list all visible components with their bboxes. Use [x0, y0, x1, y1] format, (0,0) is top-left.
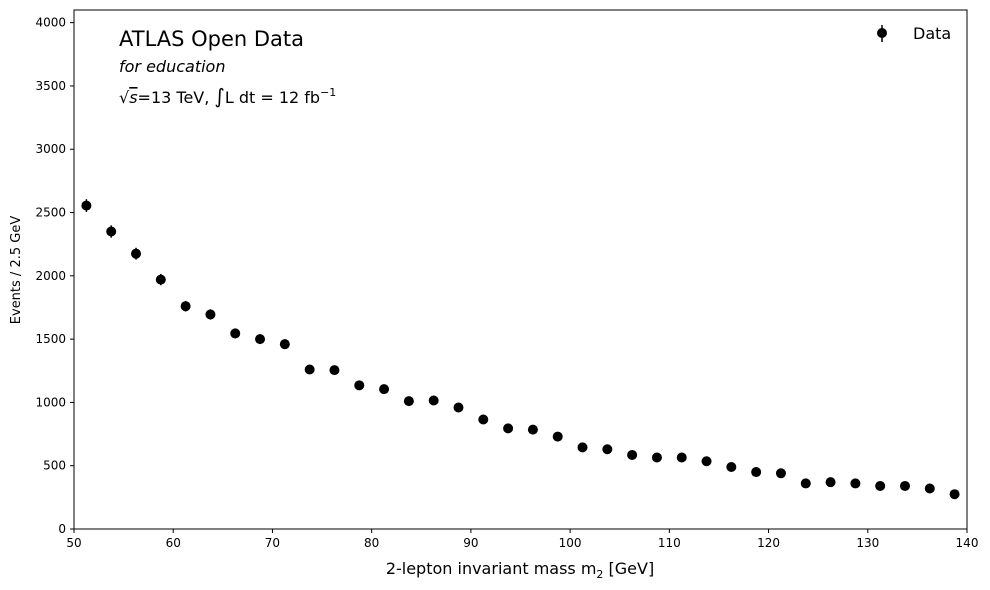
data-point — [131, 248, 142, 259]
x-tick-label: 50 — [66, 536, 81, 550]
data-point — [180, 301, 191, 312]
integral-symbol: ∫ — [214, 84, 224, 108]
legend: Data — [877, 24, 951, 43]
data-point — [751, 467, 762, 478]
sqrt-symbol: √ — [119, 88, 130, 107]
data-point — [924, 483, 935, 494]
data-point — [701, 456, 712, 467]
data-points — [81, 199, 960, 500]
x-tick-label: 110 — [658, 536, 681, 550]
data-point — [230, 328, 241, 339]
y-tick-label: 1000 — [35, 395, 66, 409]
data-point — [850, 478, 861, 489]
data-point — [379, 384, 390, 395]
plot-frame — [73, 9, 968, 530]
x-tick-label: 130 — [856, 536, 879, 550]
y-tick-label: 0 — [58, 522, 66, 536]
data-point — [825, 477, 836, 488]
energy-text: =13 TeV, — [138, 88, 215, 107]
y-tick-label: 4000 — [35, 16, 66, 30]
data-point — [775, 468, 786, 479]
data-point — [403, 396, 414, 407]
x-tick-label: 80 — [364, 536, 379, 550]
data-point — [577, 442, 588, 453]
lumi-text: L dt = 12 fb — [225, 88, 320, 107]
data-point — [453, 402, 464, 413]
data-point — [875, 480, 886, 491]
lumi-exponent: −1 — [320, 86, 336, 99]
x-tick-label: 60 — [166, 536, 181, 550]
data-point — [800, 478, 811, 489]
data-point — [949, 489, 960, 500]
x-tick-label: 140 — [956, 536, 979, 550]
energy-lumi-label: √s=13 TeV, ∫L dt = 12 fb−1 — [119, 84, 336, 108]
y-tick-label: 1500 — [35, 332, 66, 346]
chart-subtitle: for education — [119, 57, 225, 76]
data-point — [552, 431, 563, 442]
s-symbol: s — [129, 88, 137, 107]
legend-label: Data — [913, 24, 951, 43]
x-axis-label: 2-lepton invariant mass m2 [GeV] — [386, 559, 654, 581]
data-point — [627, 449, 638, 460]
data-point — [354, 380, 365, 391]
x-tick-label: 90 — [463, 536, 478, 550]
data-point — [329, 365, 340, 376]
data-point — [155, 274, 166, 285]
chart-title: ATLAS Open Data — [119, 27, 304, 51]
data-point — [651, 452, 662, 463]
x-axis: 50 60 70 80 90 100 110 120 130 140 — [66, 529, 978, 550]
data-point — [602, 444, 613, 455]
legend-marker — [877, 28, 887, 38]
y-axis-label: Events / 2.5 GeV — [9, 216, 24, 325]
data-point — [478, 414, 489, 425]
x-tick-label: 120 — [757, 536, 780, 550]
x-tick-label: 100 — [559, 536, 582, 550]
data-point — [428, 395, 439, 406]
svg-text:√s=13 TeV, ∫L dt = 12 fb−1: √s=13 TeV, ∫L dt = 12 fb−1 — [119, 84, 336, 108]
y-tick-label: 3500 — [35, 79, 66, 93]
data-point — [81, 200, 92, 211]
data-point — [899, 480, 910, 491]
y-tick-label: 2500 — [35, 206, 66, 220]
y-axis: 0 500 1000 1500 2000 2500 3000 3500 4000 — [35, 16, 74, 536]
data-point — [106, 226, 117, 237]
y-tick-label: 500 — [43, 459, 66, 473]
data-point — [279, 339, 290, 350]
y-tick-label: 2000 — [35, 269, 66, 283]
y-tick-label: 3000 — [35, 142, 66, 156]
data-point — [503, 423, 514, 434]
data-point — [255, 334, 266, 345]
data-point — [304, 364, 315, 375]
data-point — [527, 424, 538, 435]
x-tick-label: 70 — [265, 536, 280, 550]
data-point — [676, 452, 687, 463]
data-point — [726, 461, 737, 472]
data-point — [205, 309, 216, 320]
